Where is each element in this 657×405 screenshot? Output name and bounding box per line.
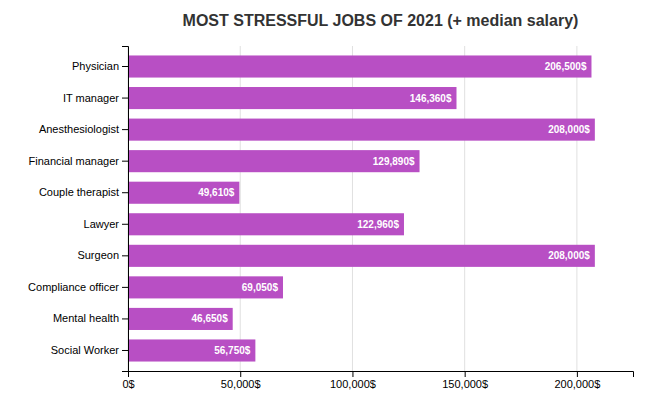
bar: [128, 55, 591, 77]
x-tick: 0$: [122, 371, 134, 390]
bar: [128, 276, 283, 298]
y-tick-label: Lawyer: [84, 218, 120, 230]
y-tick: Mental health: [53, 312, 128, 324]
bar: [128, 119, 595, 141]
x-tick-label: 200,000$: [554, 378, 600, 390]
chart-svg: 0$ 50,000$ 100,000$ 150,000$ 200,000$ Physici…: [0, 0, 657, 405]
y-tick-mark: [122, 318, 128, 319]
y-tick-label: Anesthesiologist: [39, 123, 119, 135]
data-label: 69,050$: [242, 282, 279, 293]
x-tick-label: 100,000$: [330, 378, 376, 390]
y-tick-mark: [122, 287, 128, 288]
y-tick-mark: [122, 255, 128, 256]
x-tick-mark: [240, 371, 241, 377]
x-tick: 150,000$: [442, 371, 488, 390]
y-tick: Surgeon: [77, 249, 128, 261]
x-tick: 50,000$: [221, 371, 261, 390]
y-tick-mark: [122, 224, 128, 225]
bar: [128, 150, 420, 172]
title: MOST STRESSFUL JOBS OF 2021 (+ median sa…: [183, 12, 579, 29]
data-label: 129,890$: [373, 156, 415, 167]
y-tick-mark: [122, 350, 128, 351]
x-tick-label: 0$: [122, 378, 134, 390]
y-tick-label: Social Worker: [51, 344, 120, 356]
y-tick: IT manager: [63, 92, 128, 104]
y-axis: Physician IT manager Anesthesiologist Finan…: [28, 47, 128, 372]
x-tick-label: 150,000$: [442, 378, 488, 390]
y-tick-label: Mental health: [53, 312, 119, 324]
y-tick: Physician: [72, 60, 128, 72]
y-tick-mark: [122, 66, 128, 67]
y-tick-mark: [122, 161, 128, 162]
y-tick-mark: [122, 192, 128, 193]
bar: [128, 339, 255, 361]
grid: [128, 46, 577, 371]
x-tick: 200,000$: [554, 371, 600, 390]
data-label: 208,000$: [548, 124, 590, 135]
data-label: 46,650$: [192, 313, 229, 324]
x-tick-mark: [465, 371, 466, 377]
bar: [128, 308, 233, 330]
x-axis-line: [129, 372, 634, 378]
data-label: 49,610$: [198, 187, 235, 198]
y-tick-label: Physician: [72, 60, 119, 72]
bar: [128, 213, 404, 235]
y-tick: Financial manager: [29, 155, 129, 167]
data-label: 208,000$: [548, 250, 590, 261]
y-tick-mark: [122, 98, 128, 99]
bar: [128, 182, 239, 204]
x-tick-mark: [352, 371, 353, 377]
y-tick: Anesthesiologist: [39, 123, 128, 135]
x-tick-mark: [577, 371, 578, 377]
y-tick: Compliance officer: [28, 281, 128, 293]
y-tick: Social Worker: [51, 344, 128, 356]
data-labels: 206,500$ 146,360$ 208,000$ 129,890$ 49,610$ 1…: [192, 61, 591, 356]
y-tick: Lawyer: [84, 218, 128, 230]
x-tick-label: 50,000$: [221, 378, 261, 390]
plot-area: 0$ 50,000$ 100,000$ 150,000$ 200,000$ Physici…: [28, 46, 633, 390]
y-tick-label: IT manager: [63, 92, 119, 104]
data-label: 122,960$: [357, 219, 399, 230]
y-axis-line: [122, 47, 129, 372]
y-tick-label: Financial manager: [29, 155, 120, 167]
data-label: 146,360$: [410, 93, 452, 104]
bar: [128, 245, 595, 267]
bars: [128, 55, 595, 361]
x-tick: 100,000$: [330, 371, 376, 390]
grid-line: [576, 46, 577, 371]
grid-line: [464, 46, 465, 371]
bar: [128, 87, 456, 109]
data-label: 56,750$: [214, 345, 251, 356]
x-axis: 0$ 50,000$ 100,000$ 150,000$ 200,000$: [122, 371, 633, 390]
y-tick-mark: [122, 129, 128, 130]
y-tick-label: Couple therapist: [39, 186, 119, 198]
chart-container: 0$ 50,000$ 100,000$ 150,000$ 200,000$ Physici…: [0, 0, 657, 405]
data-label: 206,500$: [545, 61, 587, 72]
y-tick-label: Compliance officer: [28, 281, 119, 293]
y-tick-label: Surgeon: [77, 249, 119, 261]
y-tick: Couple therapist: [39, 186, 128, 198]
